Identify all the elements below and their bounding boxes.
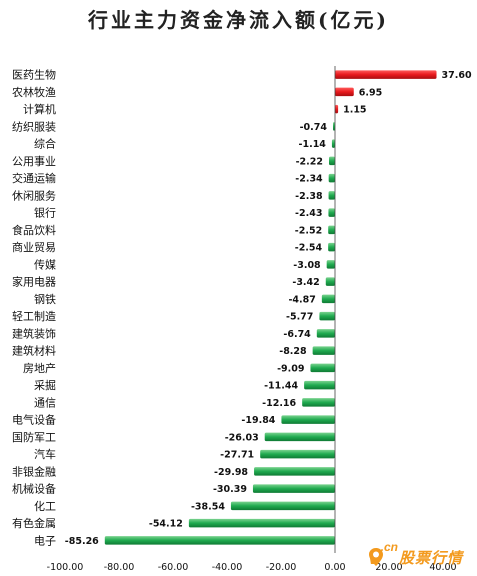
value-label: 37.60 [442, 70, 472, 81]
value-label: -11.44 [264, 381, 298, 392]
value-label: -29.98 [214, 467, 248, 478]
category-label: 汽车 [34, 447, 56, 461]
bar [328, 173, 335, 183]
value-label: -2.34 [295, 174, 323, 185]
value-label: -38.54 [191, 501, 225, 512]
bar [328, 242, 335, 252]
value-label: -19.84 [241, 415, 275, 426]
bar [312, 346, 335, 355]
x-tick-label: -100.00 [47, 562, 84, 573]
bar [260, 449, 335, 459]
category-label: 交通运输 [12, 171, 56, 185]
value-label: -3.08 [293, 260, 321, 271]
value-label: -0.74 [300, 122, 328, 133]
value-label: -54.12 [149, 519, 183, 530]
x-tick-label: -40.00 [212, 562, 243, 573]
bar [188, 518, 335, 528]
category-label: 银行 [34, 206, 56, 220]
bar [328, 225, 335, 235]
value-label: -2.22 [296, 156, 323, 167]
x-tick-label: 40.00 [429, 562, 456, 573]
category-label: 建筑装饰 [12, 326, 56, 340]
x-tick-label: -80.00 [104, 562, 135, 573]
category-label: 轻工制造 [12, 309, 56, 323]
value-label: -2.54 [295, 243, 323, 254]
bar [321, 294, 335, 304]
category-label: 食品饮料 [12, 223, 56, 237]
category-label: 通信 [34, 396, 56, 409]
bar [335, 70, 437, 79]
category-label: 非银金融 [12, 464, 56, 478]
value-label: -12.16 [262, 398, 296, 409]
value-label: -1.14 [299, 139, 327, 150]
bar [333, 122, 336, 131]
bar [264, 432, 335, 442]
bar [331, 139, 335, 148]
x-tick-label: 20.00 [375, 562, 402, 573]
chart-title: 行业主力资金净流入额(亿元) [88, 8, 389, 32]
value-label: -27.71 [220, 450, 254, 461]
category-label: 机械设备 [12, 482, 56, 496]
value-label: -9.09 [277, 363, 304, 374]
value-label: 1.15 [343, 105, 366, 116]
category-label: 电气设备 [12, 413, 56, 427]
bar [104, 536, 335, 545]
category-label: 家用电器 [12, 275, 56, 289]
value-label: -30.39 [213, 484, 247, 495]
bar [319, 311, 335, 321]
category-label: 休闲服务 [12, 188, 56, 202]
category-label: 综合 [34, 137, 56, 151]
watermark-logo: v .cn 股票行情 [368, 540, 463, 568]
x-tick-label: -20.00 [266, 562, 297, 573]
value-label: -4.87 [288, 294, 315, 305]
category-label: 采掘 [34, 378, 56, 392]
bar [326, 260, 335, 269]
value-label: -2.43 [295, 208, 322, 219]
bar [328, 191, 335, 200]
category-label: 建筑材料 [12, 344, 56, 358]
bar [325, 277, 335, 286]
x-tick-label: -60.00 [158, 562, 189, 573]
bar [281, 415, 335, 424]
bar [230, 501, 335, 511]
category-label: 房地产 [23, 361, 56, 375]
category-label: 农林牧渔 [12, 85, 56, 99]
bar [252, 484, 335, 493]
category-label: 钢铁 [34, 293, 56, 306]
bar [329, 156, 335, 166]
value-label: -26.03 [225, 432, 259, 443]
x-tick-label: 0.00 [324, 562, 345, 573]
category-label: 国防军工 [12, 430, 56, 444]
category-label: 纺织服装 [12, 119, 56, 133]
bar [328, 208, 335, 217]
bar [304, 380, 335, 390]
category-label: 化工 [34, 499, 56, 513]
bar [335, 104, 339, 114]
category-label: 商业贸易 [12, 240, 56, 254]
bar [254, 467, 335, 476]
bar [335, 87, 354, 97]
category-label: 医药生物 [12, 68, 56, 82]
value-label: -8.28 [279, 346, 307, 357]
watermark-domain: .cn [380, 540, 398, 554]
value-label: -6.74 [283, 329, 311, 340]
value-label: -2.38 [295, 191, 323, 202]
category-label: 电子 [34, 534, 56, 547]
bar [316, 329, 335, 338]
value-label: -85.26 [65, 536, 99, 547]
bar [310, 363, 335, 373]
category-label: 计算机 [23, 102, 56, 116]
category-label: 公用事业 [12, 155, 56, 168]
value-label: -3.42 [292, 277, 319, 288]
bar [302, 398, 335, 407]
location-pin-icon [368, 548, 383, 566]
category-label: 传媒 [34, 258, 56, 271]
watermark-name: 股票行情 [398, 549, 463, 567]
value-label: -2.52 [295, 225, 322, 236]
value-label: 6.95 [359, 87, 382, 98]
category-label: 有色金属 [12, 516, 56, 530]
value-label: -5.77 [286, 312, 313, 323]
